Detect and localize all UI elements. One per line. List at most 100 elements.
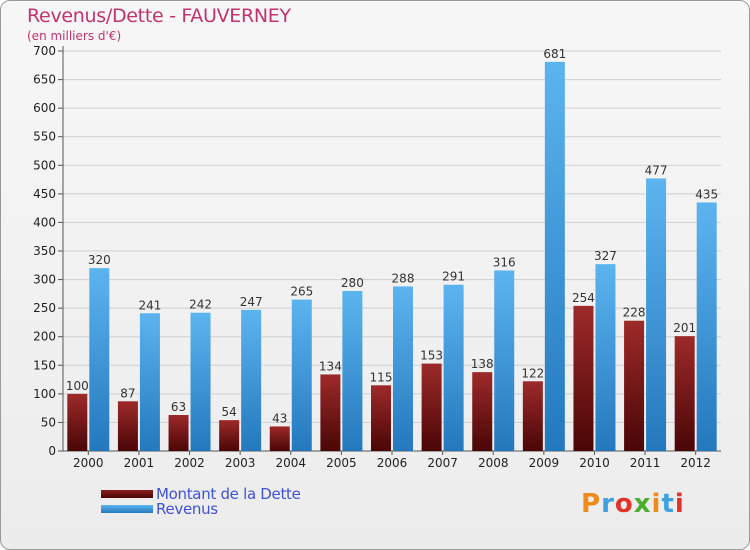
y-tick-label: 200 <box>33 330 56 344</box>
logo-letter: x <box>633 489 652 519</box>
debt-value-label: 43 <box>272 411 287 425</box>
debt-value-label: 138 <box>471 357 494 371</box>
debt-value-label: 228 <box>623 306 646 320</box>
logo-letter: i <box>674 489 685 519</box>
x-tick-label: 2003 <box>225 456 256 470</box>
x-tick-label: 2010 <box>579 456 610 470</box>
y-tick-label: 0 <box>48 444 56 458</box>
debt-value-label: 153 <box>420 349 443 363</box>
legend-debt-label: Montant de la Dette <box>156 485 301 503</box>
y-tick-label: 100 <box>33 387 56 401</box>
logo-letter: P <box>581 489 602 519</box>
y-tick-label: 350 <box>33 244 56 258</box>
y-tick-label: 600 <box>33 101 56 115</box>
debt-bar <box>320 374 341 451</box>
debt-bar <box>522 381 543 451</box>
logo-letter: t <box>661 489 675 519</box>
revenue-bar <box>393 286 413 451</box>
debt-bar <box>624 320 645 451</box>
revenue-bar <box>544 61 565 451</box>
revenue-value-label: 241 <box>138 298 161 312</box>
revenue-value-label: 320 <box>88 253 111 267</box>
chart-title: Revenus/Dette - FAUVERNEY <box>27 5 291 27</box>
debt-bar <box>674 336 695 451</box>
x-tick-label: 2004 <box>275 456 306 470</box>
revenue-bar <box>494 270 515 451</box>
debt-bar <box>472 372 493 451</box>
x-tick-label: 2005 <box>326 456 357 470</box>
revenue-value-label: 265 <box>290 285 313 299</box>
debt-bar <box>117 401 138 451</box>
x-tick-label: 2009 <box>529 456 560 470</box>
revenue-bar <box>342 291 363 451</box>
debt-bar <box>67 393 88 451</box>
y-tick-label: 400 <box>33 215 56 229</box>
axes: 0 50 100 150 200 250 300 350 400 450 500 550 600 650 7… <box>33 44 721 470</box>
x-tick-label: 2000 <box>73 456 104 470</box>
revenue-bar <box>190 312 211 451</box>
bars <box>67 61 717 451</box>
debt-bar <box>168 415 189 451</box>
legend-debt-swatch <box>101 490 153 498</box>
y-tick-label: 300 <box>33 273 56 287</box>
debt-value-label: 122 <box>521 366 544 380</box>
revenue-bar <box>139 313 160 451</box>
proxiti-logo: Proxiti <box>581 489 685 519</box>
debt-bar <box>219 420 240 451</box>
x-tick-label: 2011 <box>630 456 661 470</box>
revenue-value-label: 291 <box>442 270 465 284</box>
revenue-value-label: 435 <box>695 187 718 201</box>
debt-bar <box>371 385 391 451</box>
revenue-bar <box>443 284 464 451</box>
debt-value-label: 115 <box>370 370 393 384</box>
revenue-bar <box>241 309 262 451</box>
revenue-value-label: 327 <box>594 249 617 263</box>
debt-value-label: 201 <box>673 321 696 335</box>
revenue-bar <box>696 202 717 451</box>
y-tick-label: 650 <box>33 73 56 87</box>
debt-value-label: 100 <box>66 379 89 393</box>
revenue-bar <box>89 268 110 451</box>
revenue-bar <box>291 299 312 451</box>
revenue-value-label: 477 <box>645 163 668 177</box>
debt-value-label: 254 <box>572 291 595 305</box>
revenue-value-label: 242 <box>189 298 212 312</box>
logo-letter: o <box>614 489 634 519</box>
x-tick-label: 2007 <box>427 456 458 470</box>
debt-value-label: 63 <box>171 400 186 414</box>
logo-letter: r <box>601 489 615 519</box>
debt-value-label: 134 <box>319 359 342 373</box>
x-tick-label: 2002 <box>174 456 205 470</box>
x-tick-label: 2008 <box>478 456 509 470</box>
data-labels: 100 320 87 241 63 242 54 247 43 265 134 280 115 288 15… <box>66 47 718 426</box>
y-tick-label: 700 <box>33 44 56 58</box>
debt-bar <box>421 363 442 451</box>
debt-value-label: 54 <box>222 405 237 419</box>
y-tick-label: 150 <box>33 358 56 372</box>
x-tick-label: 2012 <box>680 456 711 470</box>
revenue-value-label: 247 <box>240 295 263 309</box>
grid-lines <box>63 50 721 452</box>
debt-bar <box>573 305 594 451</box>
revenue-bar <box>595 264 616 451</box>
chart-subtitle: (en milliers d'€) <box>27 29 122 43</box>
legend-revenue-swatch <box>101 505 153 513</box>
x-tick-label: 2001 <box>124 456 155 470</box>
revenue-value-label: 288 <box>392 271 415 285</box>
y-tick-label: 500 <box>33 158 56 172</box>
y-tick-label: 250 <box>33 301 56 315</box>
revenue-value-label: 681 <box>543 47 566 61</box>
revenue-value-label: 280 <box>341 276 364 290</box>
y-tick-label: 450 <box>33 187 56 201</box>
debt-bar <box>269 426 290 451</box>
y-tick-label: 550 <box>33 130 56 144</box>
debt-value-label: 87 <box>120 386 135 400</box>
revenue-bar <box>646 178 667 451</box>
logo-letter: i <box>651 489 662 519</box>
legend-revenue-label: Revenus <box>156 500 218 518</box>
x-tick-label: 2006 <box>377 456 408 470</box>
y-tick-label: 50 <box>41 415 56 429</box>
revenue-value-label: 316 <box>493 255 516 269</box>
